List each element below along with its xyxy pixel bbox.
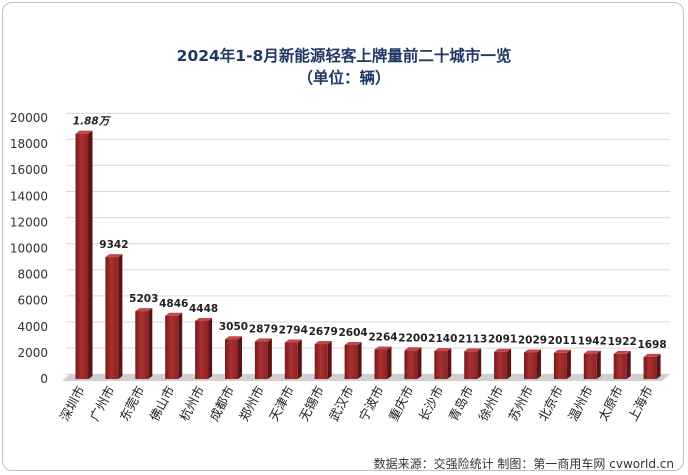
y-tick-label: 20000 (10, 111, 48, 125)
gridlines (66, 112, 670, 375)
y-tick-label: 0 (40, 372, 48, 386)
category-label: 徐州市 (475, 383, 506, 423)
data-label: 2113 (458, 333, 487, 345)
floor-plane (62, 374, 670, 381)
data-label: 2011 (548, 335, 577, 347)
bar (165, 312, 183, 379)
category-label: 广州市 (87, 383, 118, 423)
data-label: 5203 (129, 293, 158, 305)
data-label: 4846 (159, 298, 188, 310)
y-tick-label: 16000 (10, 163, 48, 177)
data-label: 4448 (189, 303, 218, 315)
bar (464, 348, 482, 379)
bars (75, 130, 661, 379)
category-label: 宁波市 (356, 383, 387, 423)
bar (494, 348, 512, 379)
category-label: 天津市 (266, 383, 297, 423)
bar (314, 341, 332, 379)
bar (225, 336, 242, 379)
data-label: 1698 (637, 339, 666, 351)
data-label: 1922 (608, 336, 637, 348)
chart-subtitle: （单位：辆） (297, 69, 391, 87)
bar (524, 349, 541, 379)
y-tick-label: 12000 (10, 215, 48, 229)
category-label: 武汉市 (326, 383, 357, 423)
bar (195, 317, 213, 379)
category-label: 东莞市 (117, 383, 148, 423)
bar (583, 350, 601, 379)
data-label: 9342 (99, 239, 128, 251)
data-label: 1942 (578, 336, 607, 348)
category-label: 郑州市 (236, 383, 267, 423)
category-label: 无锡市 (296, 383, 327, 423)
category-label: 太原市 (595, 383, 626, 423)
data-label: 1.88万 (73, 116, 112, 128)
data-label: 2200 (398, 332, 427, 344)
data-label: 2794 (279, 325, 308, 337)
y-tick-label: 14000 (10, 189, 48, 203)
bar (553, 349, 571, 379)
bar (135, 308, 153, 379)
category-label: 温州市 (565, 383, 596, 423)
x-axis-categories: 深圳市 广州市 东莞市 佛山市 杭州市 成都市 郑州市 天津市 无锡市 武汉市 宁波市 重庆市 长沙市青… (57, 383, 656, 423)
data-label: 2091 (488, 334, 517, 346)
category-label: 苏州市 (505, 383, 536, 423)
data-label: 2140 (428, 333, 457, 345)
chart-title: 2024年1-8月新能源轻客上牌量前二十城市一览 (176, 47, 512, 65)
category-label: 杭州市 (176, 383, 207, 423)
category-label: 重庆市 (386, 383, 417, 423)
y-axis-ticks: 0 2000 4000 6000 8000 10000 12000 14000 16000 180… (10, 111, 48, 386)
data-label: 2879 (249, 323, 278, 335)
category-label: 深圳市 (57, 383, 88, 423)
category-label: 长沙市 (416, 383, 447, 423)
category-label: 青岛市 (445, 383, 476, 423)
bar (404, 347, 422, 379)
bar (254, 338, 272, 379)
bar (613, 350, 631, 379)
bar (374, 346, 392, 379)
y-tick-label: 2000 (17, 346, 48, 360)
bar (105, 254, 123, 379)
bar (643, 353, 661, 379)
y-tick-label: 6000 (17, 294, 48, 308)
y-tick-label: 10000 (10, 242, 48, 256)
chart-floor (62, 374, 670, 381)
category-label: 成都市 (206, 383, 237, 423)
chart-frame (2, 2, 684, 471)
y-tick-label: 4000 (17, 320, 48, 334)
data-label: 2029 (518, 335, 547, 347)
category-label: 佛山市 (146, 383, 177, 423)
bar (75, 130, 93, 379)
bar (344, 342, 362, 379)
bar (284, 339, 302, 379)
bar (434, 348, 452, 379)
category-label: 北京市 (535, 383, 566, 423)
y-tick-label: 8000 (17, 268, 48, 282)
data-label: 3050 (219, 321, 248, 333)
data-label: 2264 (368, 331, 397, 343)
y-tick-label: 18000 (10, 137, 48, 151)
data-label: 2679 (309, 326, 338, 338)
source-note: 数据来源：交强险统计 制图：第一商用车网 cvworld.cn (373, 457, 674, 471)
category-label: 上海市 (625, 383, 656, 423)
data-label: 2604 (338, 327, 367, 339)
